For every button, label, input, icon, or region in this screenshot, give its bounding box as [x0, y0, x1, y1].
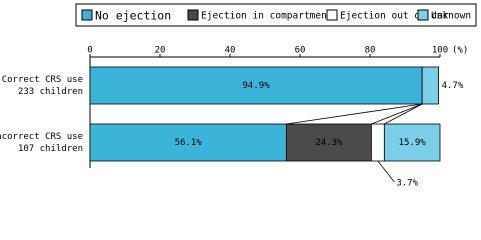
- x-tick-label: 80: [365, 46, 376, 56]
- y-tick-label: 107 children: [18, 144, 83, 154]
- x-tick-label: 60: [295, 46, 306, 56]
- connector: [286, 103, 423, 125]
- connector: [384, 103, 423, 125]
- value-label: 56.1%: [175, 138, 203, 148]
- leader-line: [377, 160, 395, 183]
- value-label: 4.7%: [442, 81, 464, 91]
- legend-swatch: [81, 9, 93, 21]
- value-label: 94.9%: [243, 81, 271, 91]
- value-label: 3.7%: [396, 179, 418, 189]
- legend-label: Ejection in compartment: [201, 11, 333, 22]
- legend-swatch: [187, 9, 199, 21]
- value-label: 15.9%: [399, 138, 427, 148]
- legend-box: [75, 3, 477, 27]
- value-label: 24.3%: [315, 138, 343, 148]
- x-unit: (%): [452, 46, 468, 56]
- legend-swatch: [417, 9, 429, 21]
- y-tick-label: Correct CRS use: [2, 75, 83, 85]
- legend-label: Unknown: [431, 11, 471, 22]
- x-tick-label: 100: [432, 46, 448, 56]
- bar-segment: [89, 66, 423, 105]
- y-tick-label: Incorrect CRS use: [0, 132, 83, 142]
- x-tick-label: 0: [87, 46, 92, 56]
- bar-segment: [383, 123, 441, 162]
- x-tick-label: 40: [225, 46, 236, 56]
- chart: (%) No ejection Ejection in compartment Ej…: [0, 3, 477, 189]
- bar-segment: [370, 123, 385, 162]
- bar-segment: [285, 123, 372, 162]
- bar-segment: [421, 66, 439, 105]
- bar-segment: [89, 123, 287, 162]
- y-tick-label: 233 children: [18, 87, 83, 97]
- connector: [371, 103, 423, 125]
- legend-swatch: [326, 9, 338, 21]
- x-tick-label: 20: [155, 46, 166, 56]
- legend-label: No ejection: [95, 9, 171, 23]
- legend-label: Ejection out of car: [340, 11, 449, 22]
